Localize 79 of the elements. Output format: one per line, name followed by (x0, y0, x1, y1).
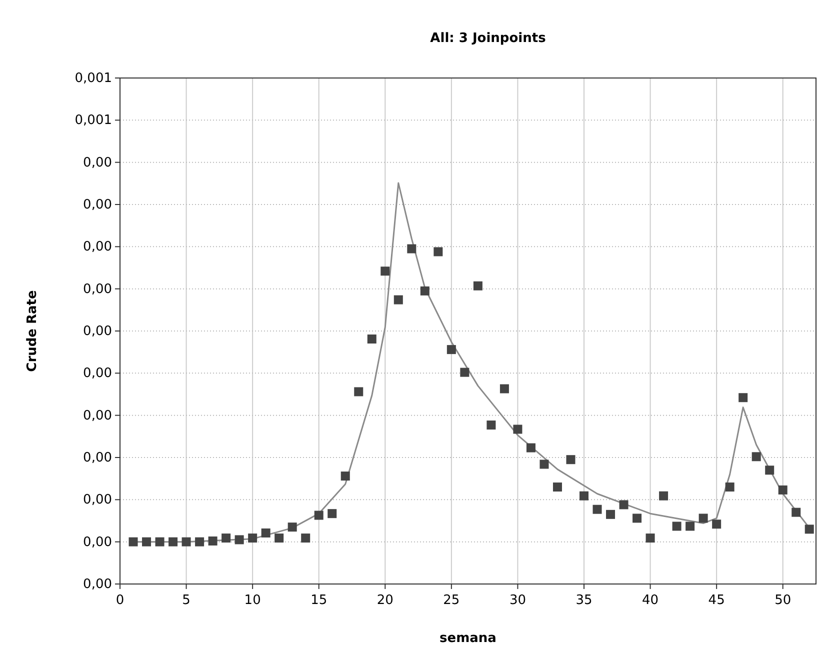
point (778, 485, 788, 494)
point (672, 522, 682, 531)
point (738, 393, 748, 402)
y-tick-label: 0,00 (83, 366, 112, 382)
point (367, 334, 376, 344)
point (460, 368, 470, 377)
point (407, 244, 416, 254)
y-tick-label: 0,00 (83, 240, 112, 255)
point (128, 537, 138, 546)
point (473, 281, 482, 290)
x-tick-label: 0 (116, 593, 124, 608)
x-tick-label: 50 (774, 593, 792, 608)
y-tick-label: 0,00 (83, 198, 112, 212)
point (698, 514, 708, 523)
point (261, 528, 270, 538)
point (434, 247, 443, 256)
point (513, 424, 522, 434)
point (552, 482, 562, 492)
point (500, 384, 509, 394)
point (792, 508, 801, 517)
point (446, 345, 456, 354)
point (288, 522, 297, 532)
y-tick-label: 0,00 (83, 282, 112, 297)
point (354, 387, 364, 396)
y-tick-label: 0,00 (83, 450, 112, 466)
point (606, 510, 616, 519)
point (659, 491, 668, 500)
point (195, 537, 204, 546)
point (632, 514, 642, 523)
point (394, 295, 403, 304)
point (234, 535, 244, 544)
point (314, 510, 324, 520)
x-tick-label: 35 (576, 593, 592, 608)
point (712, 520, 722, 529)
point (142, 537, 152, 546)
x-tick-label: 15 (310, 593, 328, 608)
x-tick-label: 5 (182, 593, 190, 608)
point (580, 491, 588, 500)
point (526, 443, 536, 452)
point (340, 472, 350, 481)
point (804, 524, 814, 534)
point (646, 534, 655, 543)
point (486, 420, 496, 430)
y-tick-label: 0,00 (83, 155, 112, 170)
x-tick-label: 45 (708, 593, 725, 608)
point (420, 286, 430, 296)
point (380, 266, 390, 276)
y-tick-label: 0,00 (83, 534, 112, 550)
point (686, 522, 695, 531)
point (619, 500, 628, 510)
point (540, 460, 549, 469)
point (248, 534, 258, 543)
y-tick-label: 0,00 (83, 577, 112, 592)
point (301, 534, 310, 543)
x-tick-label: 10 (244, 593, 261, 608)
point (765, 466, 774, 475)
chart-title: All: 3 Joinpoints (430, 31, 546, 46)
point (328, 509, 337, 518)
x-tick-label: 25 (443, 593, 460, 608)
point (566, 455, 576, 464)
x-tick-label: 20 (376, 593, 394, 608)
point (274, 534, 284, 543)
y-tick-label: 0,00 (83, 492, 112, 508)
point (182, 537, 191, 546)
y-axis-title: Crude Rate (25, 290, 40, 372)
point (208, 536, 218, 546)
y-tick-label: 0,001 (74, 71, 112, 86)
y-tick-label: 0,00 (83, 324, 112, 339)
point (168, 537, 178, 546)
y-tick-label: 0,00 (83, 408, 112, 424)
x-tick-label: 30 (509, 593, 526, 608)
point (155, 537, 164, 546)
x-tick-label: 40 (642, 593, 659, 608)
y-tick-label: 0,001 (74, 113, 112, 128)
point (222, 534, 231, 543)
point (725, 482, 734, 492)
point (592, 504, 602, 514)
point (752, 452, 761, 462)
x-axis-title: semana (440, 631, 496, 646)
